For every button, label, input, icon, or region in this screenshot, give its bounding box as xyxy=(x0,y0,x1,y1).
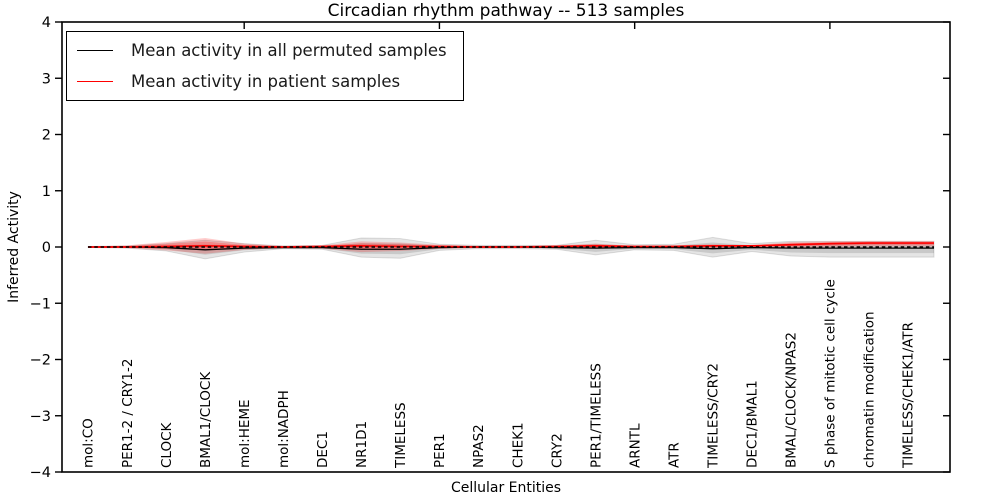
x-tick-label: DEC1 xyxy=(315,431,331,468)
x-tick-label: TIMELESS/CHEK1/ATR xyxy=(901,322,917,469)
legend-line-sample-patient xyxy=(77,81,113,82)
chart-title: Circadian rhythm pathway -- 513 samples xyxy=(327,1,685,21)
x-tick-label: BMAL1/CLOCK xyxy=(198,371,214,468)
y-tick-label: −4 xyxy=(30,465,51,481)
legend-line-sample-permuted xyxy=(77,50,113,51)
x-tick-label: TIMELESS xyxy=(393,402,409,469)
x-tick-label: BMAL/CLOCK/NPAS2 xyxy=(784,332,800,468)
x-tick-label: CHEK1 xyxy=(510,422,526,468)
legend-label: Mean activity in all permuted samples xyxy=(131,41,447,60)
x-tick-label: CLOCK xyxy=(159,421,175,468)
x-tick-label: TIMELESS/CRY2 xyxy=(705,363,721,469)
y-tick-label: 4 xyxy=(42,15,51,31)
x-tick-label: ATR xyxy=(666,442,682,468)
y-tick-label: 2 xyxy=(42,128,51,144)
legend-label: Mean activity in patient samples xyxy=(131,72,401,91)
y-tick-label: −1 xyxy=(30,296,51,312)
y-axis-label: Inferred Activity xyxy=(6,191,22,303)
legend-entry-permuted: Mean activity in all permuted samples xyxy=(77,41,447,60)
y-tick-label: −2 xyxy=(30,353,51,369)
x-tick-label: ARNTL xyxy=(627,423,643,468)
x-tick-label: CRY2 xyxy=(549,433,565,468)
x-tick-label: NR1D1 xyxy=(354,421,370,468)
x-tick-label: mol:CO xyxy=(81,418,97,468)
x-tick-label: DEC1/BMAL1 xyxy=(745,380,761,468)
x-tick-label: chromatin modification xyxy=(862,311,878,468)
x-tick-label: PER1/TIMELESS xyxy=(588,363,604,468)
patient-band-outer xyxy=(88,238,934,254)
x-tick-label: PER1 xyxy=(432,433,448,468)
legend: Mean activity in all permuted samples Me… xyxy=(66,31,464,101)
y-tick-label: 0 xyxy=(42,240,51,256)
x-tick-label: mol:NADPH xyxy=(276,390,292,468)
legend-entry-patient: Mean activity in patient samples xyxy=(77,72,447,91)
y-tick-label: 1 xyxy=(42,184,51,200)
x-tick-label: S phase of mitotic cell cycle xyxy=(823,279,839,468)
x-tick-label: NPAS2 xyxy=(471,424,487,468)
x-tick-label: mol:HEME xyxy=(237,399,253,468)
y-tick-label: −3 xyxy=(30,409,51,425)
y-tick-label: 3 xyxy=(42,71,51,87)
x-axis-label: Cellular Entities xyxy=(450,480,562,496)
permuted-band-outer xyxy=(87,236,935,260)
x-tick-label: PER1-2 / CRY1-2 xyxy=(120,359,136,468)
